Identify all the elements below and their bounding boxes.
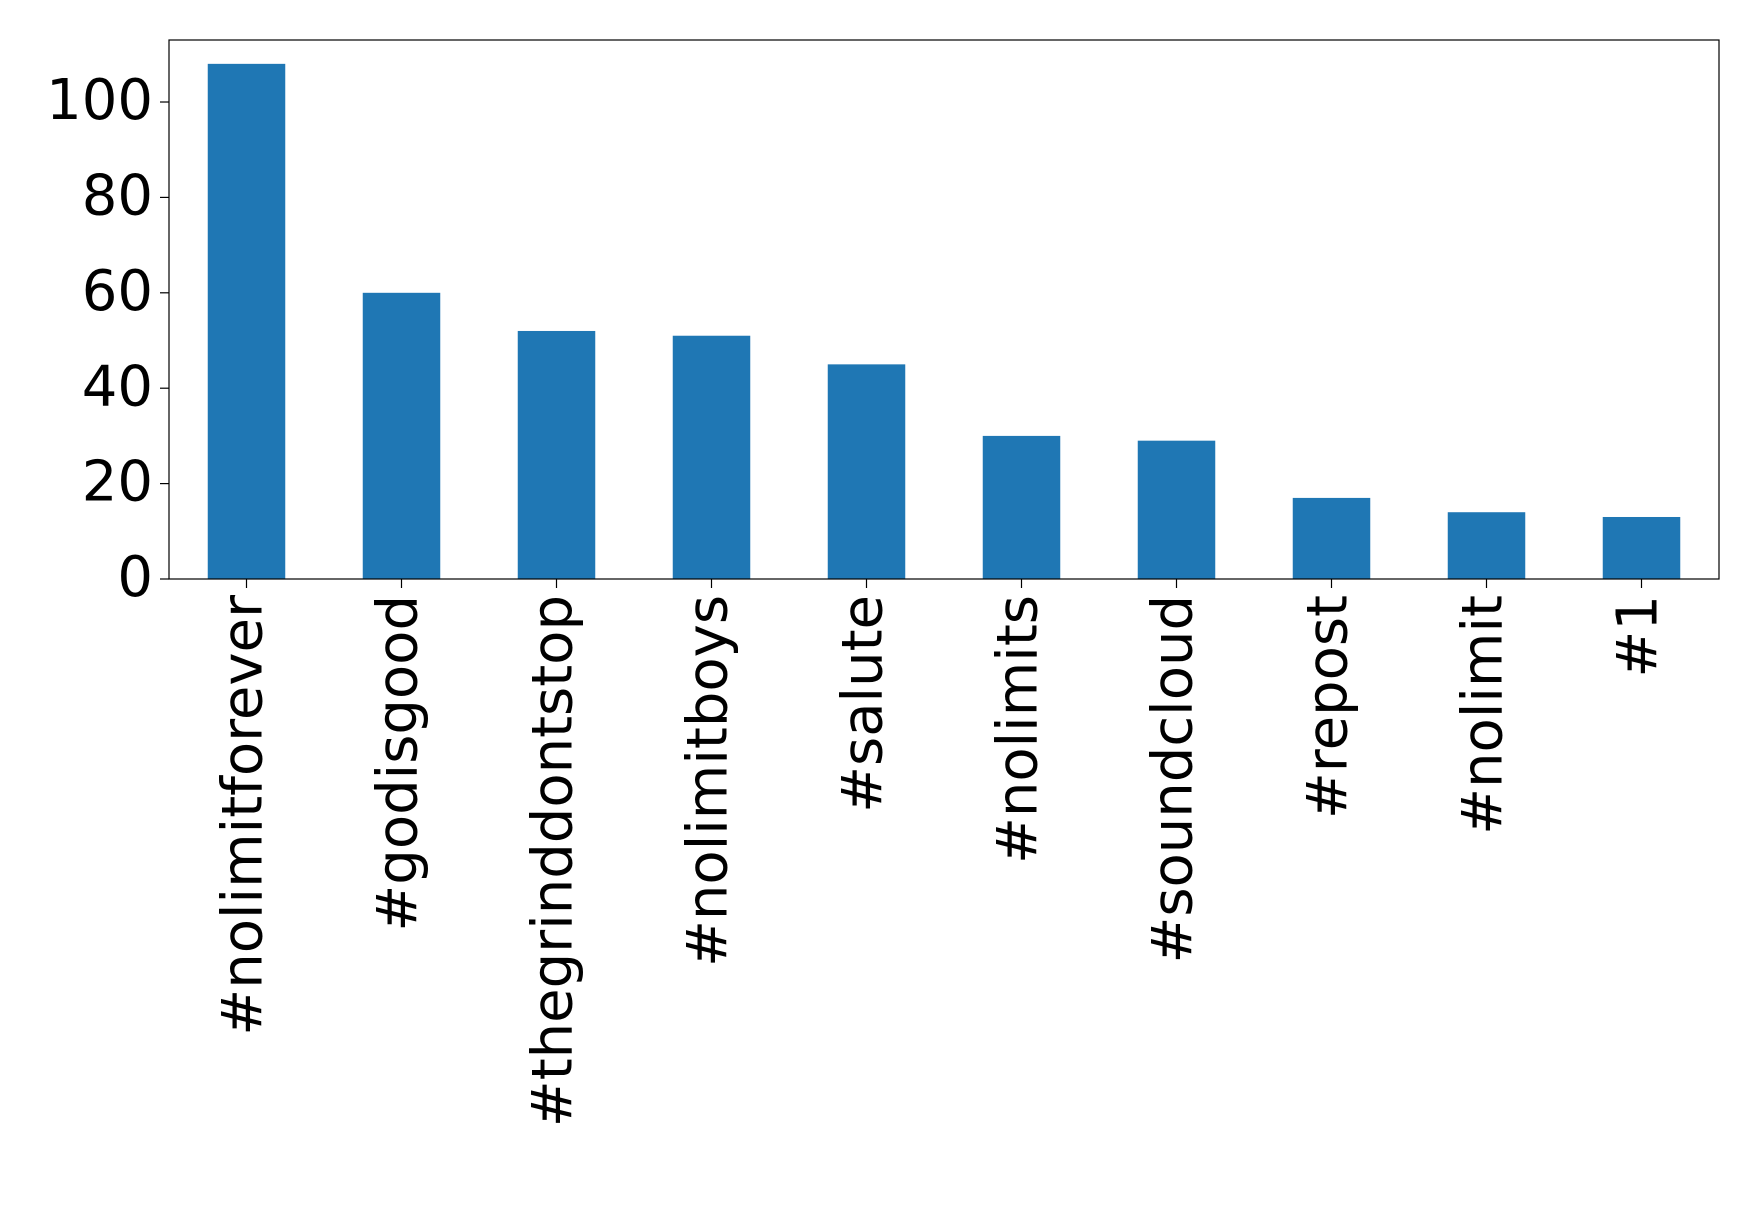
bar <box>1447 512 1526 579</box>
x-tick-label: #nolimits <box>986 595 1051 864</box>
x-tick-label: #repost <box>1296 595 1361 819</box>
x-tick-label: #nolimit <box>1451 595 1516 835</box>
y-tick-label: 100 <box>46 68 153 133</box>
y-tick-label: 20 <box>82 450 153 515</box>
bar <box>517 330 596 579</box>
x-tick-label: #1 <box>1606 595 1671 678</box>
x-tick-label: #soundcloud <box>1141 595 1206 964</box>
x-tick-label: #thegrinddontstop <box>521 595 586 1127</box>
x-tick-label: #salute <box>831 595 896 813</box>
x-tick-label: #godisgood <box>366 595 431 932</box>
bar <box>207 63 286 580</box>
bar <box>1292 497 1371 579</box>
bar <box>827 364 906 579</box>
plot-frame <box>168 39 1720 580</box>
bar <box>672 335 751 579</box>
y-tick-label: 60 <box>82 259 153 324</box>
y-tick-label: 40 <box>82 354 153 419</box>
y-tick-label: 0 <box>117 545 153 610</box>
bar <box>362 292 441 579</box>
x-tick-label: #nolimitboys <box>676 595 741 967</box>
bar <box>1137 440 1216 579</box>
bar <box>982 435 1061 579</box>
x-tick-label: #nolimitforever <box>211 594 276 1036</box>
y-tick-label: 80 <box>82 164 153 229</box>
bar <box>1602 516 1681 579</box>
